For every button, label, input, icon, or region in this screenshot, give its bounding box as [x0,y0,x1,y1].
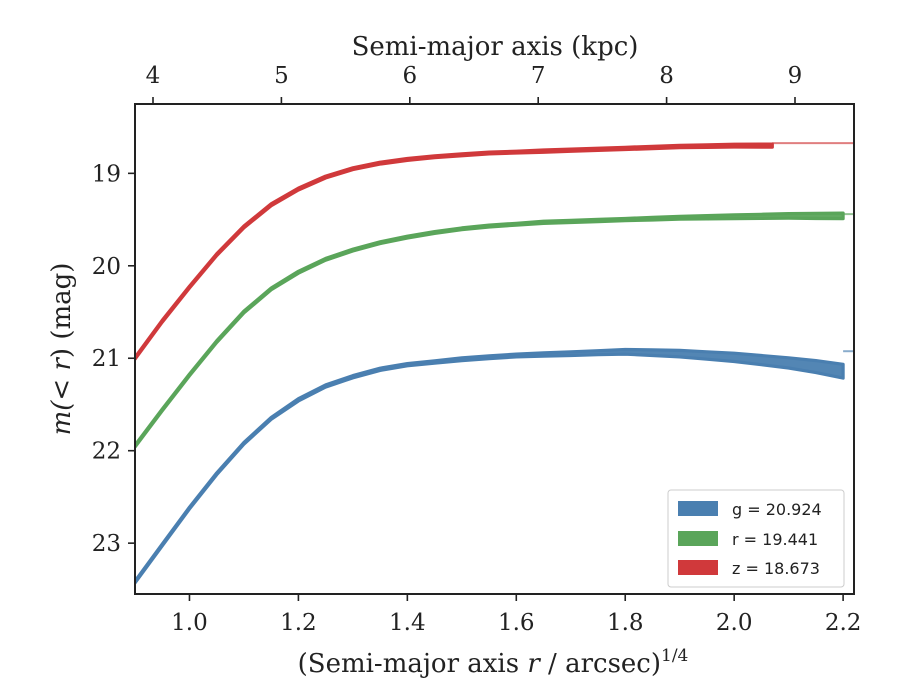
legend: g = 20.924 r = 19.441 z = 18.673 [667,489,845,588]
x-axis-title: (Semi-major axis r / arcsec)1/4 [298,646,689,679]
y-tick-label: 21 [92,346,121,372]
x-tick-label: 1.8 [607,610,644,636]
series-band-g [135,347,845,585]
y-axis-title: m(< r) (mag) [47,263,77,436]
x-tick-label: 1.2 [280,610,317,636]
legend-label-z: z = 18.673 [732,559,820,578]
y-tick-label: 20 [92,254,121,280]
top-x-tick-label: 8 [659,63,674,89]
legend-swatch-z [678,560,718,575]
legend-label-g: g = 20.924 [732,500,822,519]
x-tick-label: 1.0 [171,610,208,636]
legend-swatch-r [678,531,718,546]
x-tick-label: 2.2 [825,610,862,636]
legend-swatch-g [678,501,718,516]
axes-layer: 1.0 1.2 1.4 1.6 1.8 2.0 2.2 19 20 21 22 23 4 5 6 7 8 9 [92,63,862,636]
plot-frame [134,103,855,595]
top-x-tick-label: 4 [146,63,161,89]
y-tick-label: 23 [92,531,121,557]
y-tick-label: 22 [92,439,121,465]
x-tick-label: 1.4 [389,610,426,636]
series-layer [135,142,854,585]
top-x-axis-title: Semi-major axis (kpc) [352,32,639,62]
top-x-tick-label: 9 [788,63,803,89]
series-band-z [135,142,774,361]
series-band-r [135,211,845,449]
legend-label-r: r = 19.441 [732,530,818,549]
top-x-tick-label: 5 [274,63,289,89]
top-x-tick-label: 6 [402,63,417,89]
top-x-tick-label: 7 [531,63,546,89]
x-tick-label: 1.6 [498,610,535,636]
y-tick-label: 19 [92,161,121,187]
x-tick-label: 2.0 [716,610,753,636]
